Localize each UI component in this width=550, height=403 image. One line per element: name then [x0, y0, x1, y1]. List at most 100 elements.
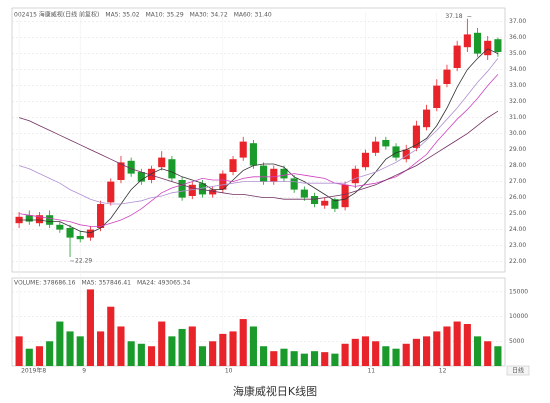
volume-bar [392, 348, 400, 366]
y-tick-label: 34.00 [509, 66, 526, 73]
candle-body [209, 189, 217, 195]
volume-bar [412, 338, 420, 366]
volume-bar [209, 341, 217, 366]
volume-bar [147, 346, 156, 366]
header-item: MA60: 31.40 [234, 12, 272, 19]
candle-body [290, 178, 298, 190]
volume-bar [473, 336, 482, 366]
volume-bar [351, 338, 359, 366]
volume-panel [11, 277, 506, 367]
ma-line [18, 110, 499, 200]
candle-body [198, 183, 207, 195]
volume-bar [117, 326, 125, 366]
volume-bar [15, 336, 23, 366]
chart-title: 海康威视日K线图 [233, 384, 317, 398]
candle-body [300, 189, 308, 198]
volume-bar [127, 341, 135, 366]
candle-body [270, 168, 278, 182]
y-tick-label: 37.00 [509, 18, 526, 25]
volume-bar [239, 319, 247, 366]
volume-bar [188, 326, 196, 366]
x-tick-label: 10 [225, 368, 233, 375]
volume-bar [310, 351, 319, 366]
volume-bar [463, 324, 471, 366]
x-tick-label: 9 [82, 368, 86, 375]
candle-body [168, 159, 176, 179]
header-item: 002415 海康威视(日线 前复权) [14, 11, 99, 19]
volume-header-item: VOLUME: 378686.16 [14, 280, 76, 287]
volume-bar [433, 331, 441, 366]
candle-body [178, 180, 186, 198]
volume-bar [270, 351, 278, 366]
volume-bar [219, 333, 227, 366]
volume-bar [66, 331, 74, 366]
candle-body [86, 229, 94, 238]
volume-bar [443, 326, 451, 366]
candle-body [402, 149, 410, 160]
candle-body [351, 168, 359, 184]
candle-body [158, 157, 166, 168]
period-box [506, 365, 530, 376]
volume-bar [290, 351, 298, 366]
header-item: MA30: 34.72 [190, 12, 228, 19]
candle-body [484, 40, 492, 56]
candle-body [423, 109, 431, 128]
volume-bar [280, 348, 288, 366]
y-tick-label: 28.00 [509, 162, 526, 169]
candle-body [412, 125, 420, 148]
volume-bar [453, 321, 461, 366]
y-tick-label: 26.00 [509, 194, 526, 201]
volume-header-item: MA24: 493065.34 [137, 280, 190, 287]
volume-bar [402, 343, 410, 366]
candle-body [372, 141, 380, 153]
volume-bar [198, 346, 207, 366]
y-tick-label: 36.00 [509, 34, 526, 41]
y-tick-label: 24.00 [509, 226, 526, 233]
volume-bar [382, 346, 390, 366]
candle-body [219, 173, 227, 190]
volume-tick-label: 5000 [509, 338, 524, 345]
candle-body [97, 204, 105, 228]
ma-line [19, 48, 499, 234]
y-tick-label: 22.00 [509, 258, 526, 265]
period-label: 日线 [512, 367, 524, 375]
candle-body [46, 215, 54, 225]
ma-line [18, 58, 499, 205]
volume-bar [56, 321, 64, 366]
y-tick-label: 25.00 [509, 210, 526, 217]
volume-bar [260, 346, 268, 366]
candle-body [137, 172, 145, 182]
volume-bar [168, 336, 176, 366]
volume-bar [423, 336, 431, 366]
candle-body [341, 184, 349, 208]
y-tick-label: 35.00 [509, 50, 526, 57]
candle-body [361, 152, 370, 168]
volume-bar [76, 336, 84, 366]
volume-bar [249, 326, 257, 366]
volume-tick-label: 15000 [509, 288, 528, 295]
candle-body [127, 160, 135, 174]
volume-bar [86, 289, 94, 366]
annotation: 37.18 [445, 13, 462, 20]
volume-bar [35, 346, 44, 366]
candle-body [76, 236, 84, 240]
y-tick-label: 30.00 [509, 130, 526, 137]
candle-body [25, 215, 33, 222]
candle-body [453, 45, 461, 68]
y-tick-label: 31.00 [509, 114, 526, 121]
candle-body [433, 85, 441, 108]
volume-bar [341, 343, 349, 366]
volume-bar [137, 343, 145, 366]
candle-body [147, 168, 156, 180]
candle-body [473, 32, 482, 54]
candle-body [443, 69, 451, 84]
header-item: MA5: 35.02 [105, 12, 139, 19]
candle-body [392, 146, 400, 158]
candle-body [249, 143, 257, 166]
candle-body [382, 140, 390, 147]
y-tick-label: 29.00 [509, 146, 526, 153]
volume-bar [158, 321, 166, 366]
volume-bar [25, 348, 33, 366]
candle-body [56, 224, 64, 230]
